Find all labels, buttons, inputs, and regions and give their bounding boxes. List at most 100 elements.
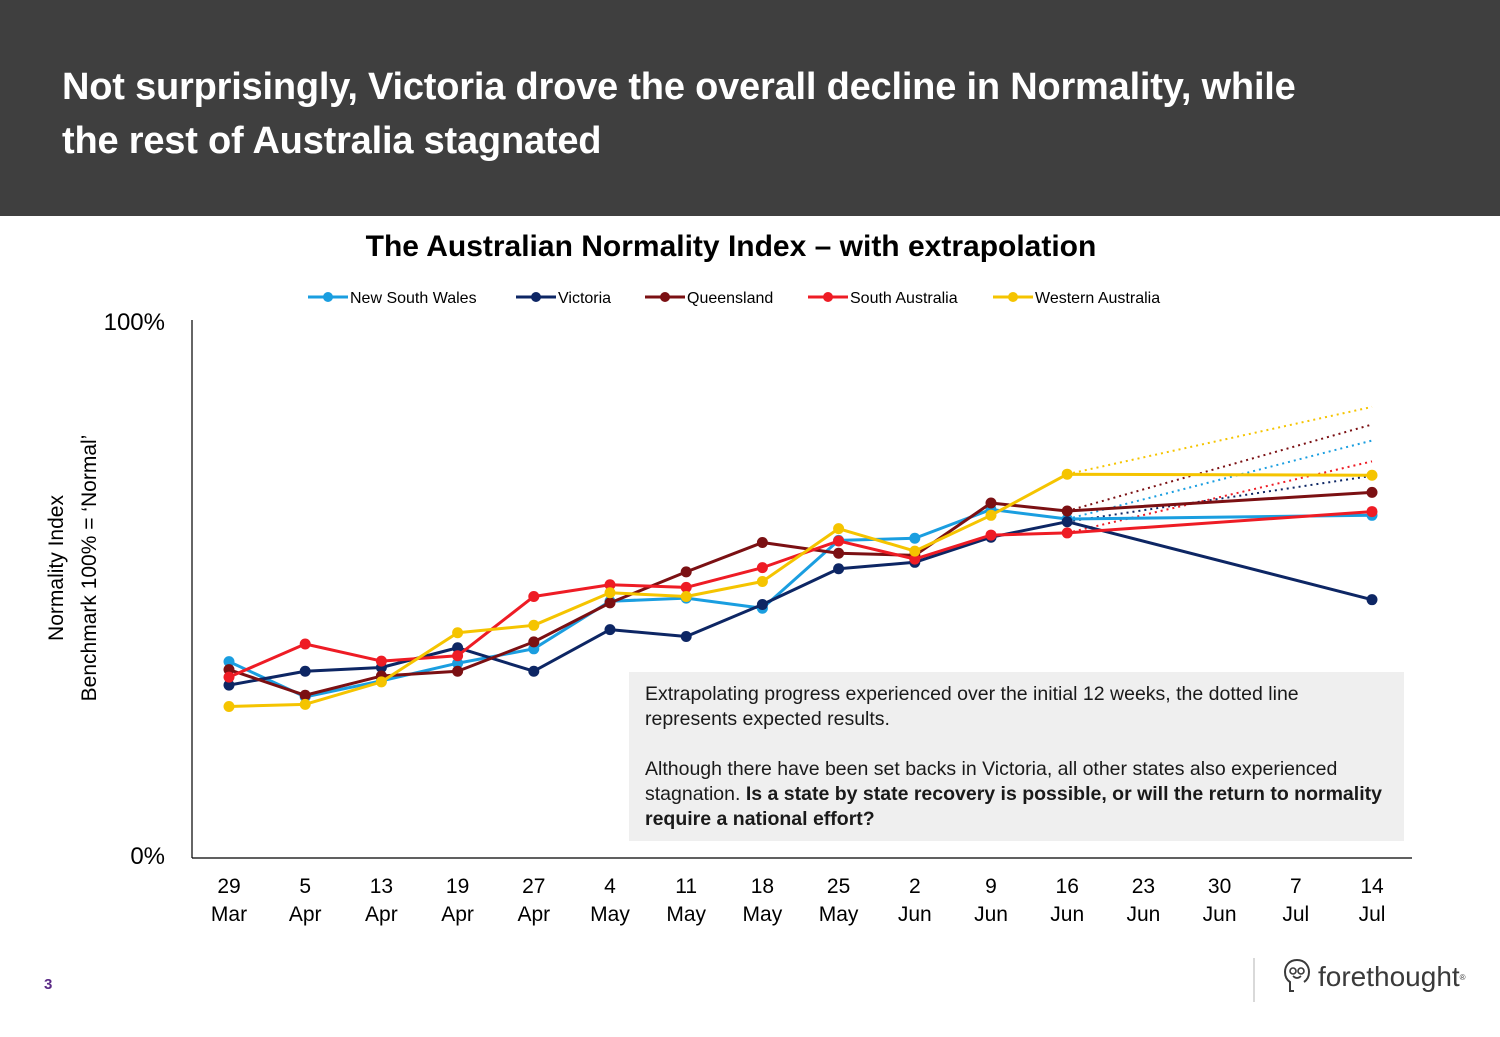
data-point-south-australia xyxy=(985,529,997,541)
data-point-western-australia xyxy=(1366,469,1378,481)
x-tick-label: Jul xyxy=(1282,903,1309,926)
x-tick-label: 2 xyxy=(909,875,921,898)
extrapolation-line-south-australia xyxy=(1066,460,1373,534)
data-point-queensland xyxy=(833,547,845,559)
x-tick-label: 11 xyxy=(675,875,697,898)
x-tick-label: 5 xyxy=(299,875,311,898)
x-tick-label: Apr xyxy=(441,903,474,926)
data-point-western-australia xyxy=(756,576,768,588)
x-tick-label: Jul xyxy=(1359,903,1386,926)
x-tick-label: 14 xyxy=(1360,875,1384,898)
x-tick-label: 27 xyxy=(522,875,545,898)
legend-marker-queensland xyxy=(660,292,670,302)
x-tick-label: 18 xyxy=(751,875,774,898)
data-point-western-australia xyxy=(985,509,997,521)
data-point-western-australia xyxy=(680,590,692,602)
data-point-western-australia xyxy=(604,587,616,599)
data-point-south-australia xyxy=(604,579,616,591)
x-tick-label: May xyxy=(666,903,706,926)
annotation-paragraph-1: Extrapolating progress experienced over … xyxy=(645,683,1299,730)
data-point-south-australia xyxy=(680,581,692,593)
data-point-western-australia xyxy=(299,698,311,710)
data-point-south-australia xyxy=(756,562,768,574)
legend-marker-western-australia xyxy=(1008,292,1018,302)
data-point-victoria xyxy=(680,631,692,643)
x-tick-label: 4 xyxy=(604,875,616,898)
extrapolation-line-western-australia xyxy=(1066,405,1373,476)
annotation-question: Is a state by state recovery is possible… xyxy=(645,783,1382,830)
x-tick-label: 16 xyxy=(1056,875,1079,898)
data-point-south-australia xyxy=(375,655,387,667)
data-point-south-australia xyxy=(223,671,235,683)
extrapolation-line-queensland xyxy=(1066,423,1373,512)
data-point-victoria xyxy=(1366,594,1378,606)
x-tick-label: Mar xyxy=(211,903,247,926)
y-tick-label: 0% xyxy=(130,843,165,870)
data-point-victoria xyxy=(299,665,311,677)
x-tick-label: 19 xyxy=(446,875,469,898)
x-tick-label: 7 xyxy=(1290,875,1302,898)
data-point-victoria xyxy=(1061,516,1073,528)
data-point-south-australia xyxy=(528,590,540,602)
x-tick-label: Jun xyxy=(898,903,932,926)
data-point-south-australia xyxy=(909,553,921,565)
y-axis-title: Normality Index xyxy=(45,495,68,641)
legend-label-new-south-wales: New South Wales xyxy=(350,290,477,307)
data-point-south-australia xyxy=(1061,527,1073,539)
annotation-paragraph-2: Although there have been set backs in Vi… xyxy=(645,757,1388,832)
data-point-western-australia xyxy=(223,700,235,712)
data-point-south-australia xyxy=(833,535,845,547)
data-point-queensland xyxy=(1061,505,1073,517)
x-tick-label: 13 xyxy=(370,875,393,898)
data-point-queensland xyxy=(452,665,464,677)
legend-label-western-australia: Western Australia xyxy=(1035,290,1160,307)
legend-label-south-australia: South Australia xyxy=(850,290,958,307)
legend-marker-south-australia xyxy=(823,292,833,302)
chart-title: The Australian Normality Index – with ex… xyxy=(365,230,1097,263)
brand-name: forethought xyxy=(1318,961,1460,992)
legend-label-victoria: Victoria xyxy=(558,290,611,307)
x-tick-label: Jun xyxy=(1126,903,1160,926)
x-tick-label: 29 xyxy=(217,875,240,898)
brand-logo: forethought ® xyxy=(1282,955,1466,999)
extrapolation-line-new-south-wales xyxy=(1066,439,1373,521)
legend-marker-new-south-wales xyxy=(323,292,333,302)
data-point-queensland xyxy=(604,597,616,609)
annotation-box: Extrapolating progress experienced over … xyxy=(629,672,1404,841)
annotation-text: Although there have been set backs in Vi… xyxy=(645,758,1338,805)
x-tick-label: 30 xyxy=(1208,875,1231,898)
legend-marker-victoria xyxy=(531,292,541,302)
x-tick-label: Apr xyxy=(517,903,550,926)
data-point-south-australia xyxy=(299,638,311,650)
page-number: 3 xyxy=(44,976,53,993)
y-axis-title: Benchmark 100% = ‘Normal’ xyxy=(78,435,101,702)
data-point-queensland xyxy=(1366,486,1378,498)
footer-divider xyxy=(1253,958,1255,1002)
slide-title: Not surprisingly, Victoria drove the ove… xyxy=(62,66,1296,162)
data-point-queensland xyxy=(985,497,997,509)
data-point-western-australia xyxy=(1061,468,1073,480)
data-point-new-south-wales xyxy=(223,656,235,668)
head-icon xyxy=(1283,959,1311,992)
data-point-queensland xyxy=(680,566,692,578)
series-line-south-australia xyxy=(228,510,1373,679)
x-tick-label: Apr xyxy=(365,903,398,926)
data-point-victoria xyxy=(833,563,845,575)
x-tick-label: May xyxy=(743,903,783,926)
data-point-queensland xyxy=(299,689,311,701)
data-point-western-australia xyxy=(528,619,540,631)
x-tick-label: 25 xyxy=(827,875,850,898)
legend-label-queensland: Queensland xyxy=(687,290,773,307)
data-point-new-south-wales xyxy=(909,532,921,544)
data-point-victoria xyxy=(604,624,616,636)
x-tick-label: Jun xyxy=(974,903,1008,926)
data-point-victoria xyxy=(223,679,235,691)
data-point-western-australia xyxy=(375,676,387,688)
data-point-western-australia xyxy=(909,545,921,557)
data-point-queensland xyxy=(756,537,768,549)
x-tick-label: Apr xyxy=(289,903,322,926)
data-point-south-australia xyxy=(1366,506,1378,518)
x-tick-label: 23 xyxy=(1132,875,1155,898)
x-tick-label: Jun xyxy=(1050,903,1084,926)
